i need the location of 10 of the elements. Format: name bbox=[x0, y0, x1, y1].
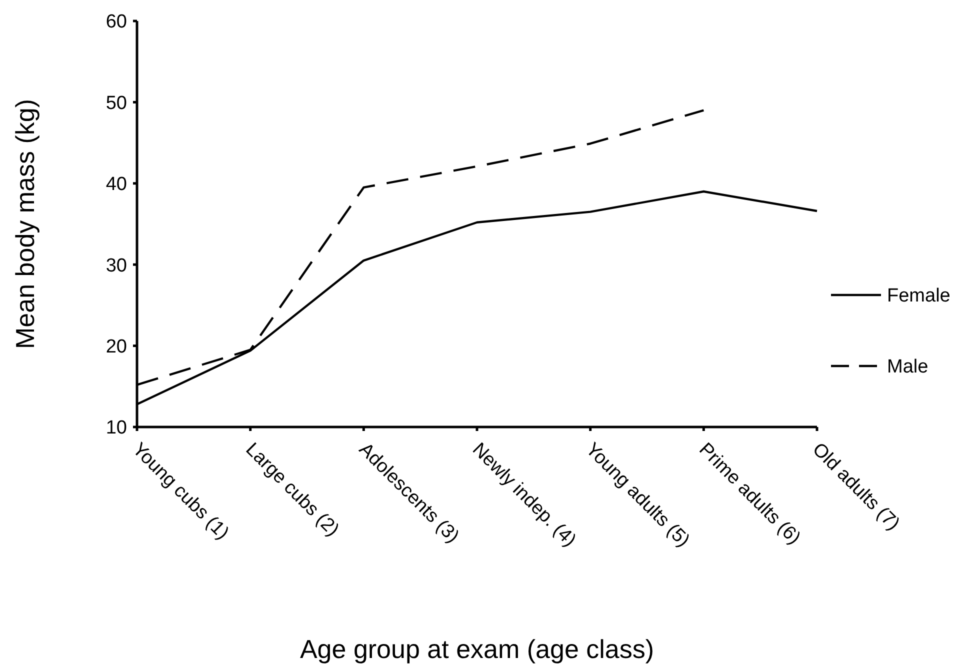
y-tick-label: 60 bbox=[106, 12, 127, 33]
y-tick-label: 30 bbox=[106, 255, 127, 276]
y-tick-label: 50 bbox=[106, 92, 127, 114]
y-axis-title: Mean body mass (kg) bbox=[10, 99, 40, 349]
y-tick-label: 10 bbox=[106, 418, 127, 439]
legend-label: Male bbox=[887, 356, 928, 378]
y-tick-label: 20 bbox=[106, 336, 127, 358]
x-axis-title: Age group at exam (age class) bbox=[300, 634, 654, 664]
legend-label: Female bbox=[887, 286, 950, 307]
y-tick-label: 40 bbox=[106, 174, 127, 196]
